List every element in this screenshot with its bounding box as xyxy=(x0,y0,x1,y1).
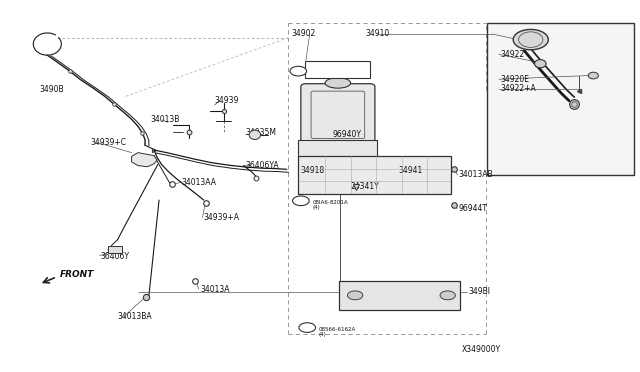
Ellipse shape xyxy=(249,130,260,140)
Text: 34902: 34902 xyxy=(292,29,316,38)
Circle shape xyxy=(348,291,363,300)
Text: 34013AA: 34013AA xyxy=(181,178,216,187)
Text: 34922+A: 34922+A xyxy=(500,84,536,93)
Text: 34939+C: 34939+C xyxy=(90,138,126,147)
FancyBboxPatch shape xyxy=(298,155,451,194)
Text: B: B xyxy=(299,198,303,203)
Ellipse shape xyxy=(588,72,598,79)
Text: 24341Y: 24341Y xyxy=(351,182,380,191)
Text: 34013BA: 34013BA xyxy=(118,312,152,321)
Text: 34941: 34941 xyxy=(398,166,422,175)
Text: 34935M: 34935M xyxy=(245,128,276,137)
Text: 34910: 34910 xyxy=(365,29,390,38)
Text: (4): (4) xyxy=(319,332,326,337)
Text: 349BI: 349BI xyxy=(468,287,490,296)
Ellipse shape xyxy=(513,29,548,50)
Text: 36406YA: 36406YA xyxy=(245,161,279,170)
FancyBboxPatch shape xyxy=(298,140,378,159)
FancyBboxPatch shape xyxy=(305,61,370,78)
Circle shape xyxy=(290,66,307,76)
Text: X349000Y: X349000Y xyxy=(462,345,501,354)
Circle shape xyxy=(440,291,456,300)
Text: 34922: 34922 xyxy=(500,50,525,59)
Ellipse shape xyxy=(534,60,546,68)
Polygon shape xyxy=(132,153,157,167)
Text: (4): (4) xyxy=(312,205,320,210)
Ellipse shape xyxy=(325,78,351,88)
Circle shape xyxy=(292,196,309,206)
Text: 96944T: 96944T xyxy=(459,205,488,214)
Text: 34918: 34918 xyxy=(301,166,325,175)
Text: 34939+A: 34939+A xyxy=(203,213,239,222)
Text: 08IA6-8201A: 08IA6-8201A xyxy=(312,200,348,205)
Bar xyxy=(108,246,122,253)
Text: 36406Y: 36406Y xyxy=(100,252,129,261)
Text: 96940Y: 96940Y xyxy=(333,130,362,140)
Text: S: S xyxy=(296,68,301,74)
Text: 34013AB: 34013AB xyxy=(459,170,493,179)
FancyBboxPatch shape xyxy=(301,84,375,145)
Text: 3490B: 3490B xyxy=(39,85,63,94)
FancyBboxPatch shape xyxy=(339,280,460,310)
Text: 34939: 34939 xyxy=(214,96,239,105)
Bar xyxy=(487,23,634,175)
Circle shape xyxy=(299,323,316,333)
Text: 34013A: 34013A xyxy=(200,285,230,294)
Text: (2): (2) xyxy=(333,72,341,77)
Text: 08515-50800: 08515-50800 xyxy=(317,67,357,72)
Text: 08566-6162A: 08566-6162A xyxy=(319,327,356,332)
Text: S: S xyxy=(305,325,310,330)
Text: 34013B: 34013B xyxy=(151,115,180,124)
Text: 34920E: 34920E xyxy=(500,75,530,84)
Text: FRONT: FRONT xyxy=(60,270,93,279)
